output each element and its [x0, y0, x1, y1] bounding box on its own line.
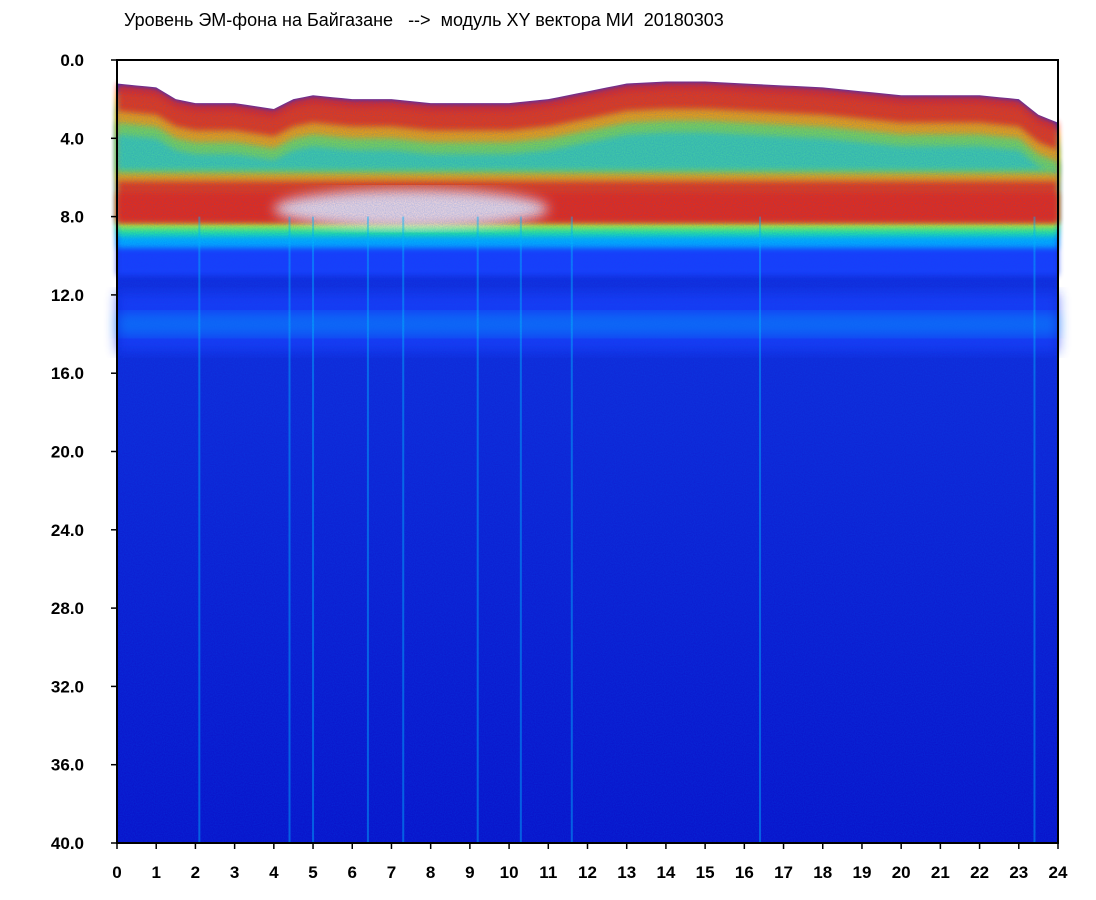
chart-title: Уровень ЭМ-фона на Байгазане --> модуль …: [124, 10, 724, 30]
x-tick-label: 22: [970, 863, 989, 882]
plot-area: [117, 60, 1058, 843]
y-axis: 0.0 4.0 8.0 12.0 16.0 20.0 24.0 28.0 32.0 36.0 40.…: [51, 51, 117, 853]
x-tick-label: 13: [617, 863, 636, 882]
y-tick-label: 16.0: [51, 364, 84, 383]
y-tick-label: 24.0: [51, 521, 84, 540]
x-tick-label: 15: [696, 863, 715, 882]
x-tick-label: 12: [578, 863, 597, 882]
x-tick-label: 10: [500, 863, 519, 882]
x-tick-label: 20: [892, 863, 911, 882]
y-tick-label: 0.0: [60, 51, 84, 70]
x-tick-label: 6: [348, 863, 357, 882]
x-tick-label: 4: [269, 863, 279, 882]
x-tick-label: 9: [465, 863, 474, 882]
x-tick-label: 17: [774, 863, 793, 882]
y-tick-label: 36.0: [51, 756, 84, 775]
y-tick-label: 40.0: [51, 834, 84, 853]
x-tick-label: 21: [931, 863, 950, 882]
x-tick-label: 5: [308, 863, 317, 882]
x-tick-label: 11: [539, 863, 557, 882]
y-tick-label: 12.0: [51, 286, 84, 305]
x-axis: 0 1 2 3 4 5 6 7 8 9 10 11 12 13 14 15 16 17 18 19 20 21 22 23 24: [112, 843, 1068, 882]
x-tick-label: 3: [230, 863, 239, 882]
x-tick-label: 16: [735, 863, 754, 882]
y-tick-label: 32.0: [51, 677, 84, 696]
x-tick-label: 19: [852, 863, 871, 882]
y-tick-label: 20.0: [51, 443, 84, 462]
y-tick-label: 28.0: [51, 599, 84, 618]
y-tick-label: 8.0: [60, 208, 84, 227]
x-tick-label: 18: [813, 863, 832, 882]
x-tick-label: 23: [1009, 863, 1028, 882]
plot-empty-top: [117, 61, 1058, 123]
x-tick-label: 1: [151, 863, 160, 882]
x-tick-label: 24: [1049, 863, 1068, 882]
x-tick-label: 0: [112, 863, 121, 882]
x-tick-label: 14: [656, 863, 675, 882]
x-tick-label: 8: [426, 863, 435, 882]
noise-texture: [117, 60, 1058, 843]
x-tick-label: 2: [191, 863, 200, 882]
x-tick-label: 7: [387, 863, 396, 882]
y-tick-label: 4.0: [60, 129, 84, 148]
